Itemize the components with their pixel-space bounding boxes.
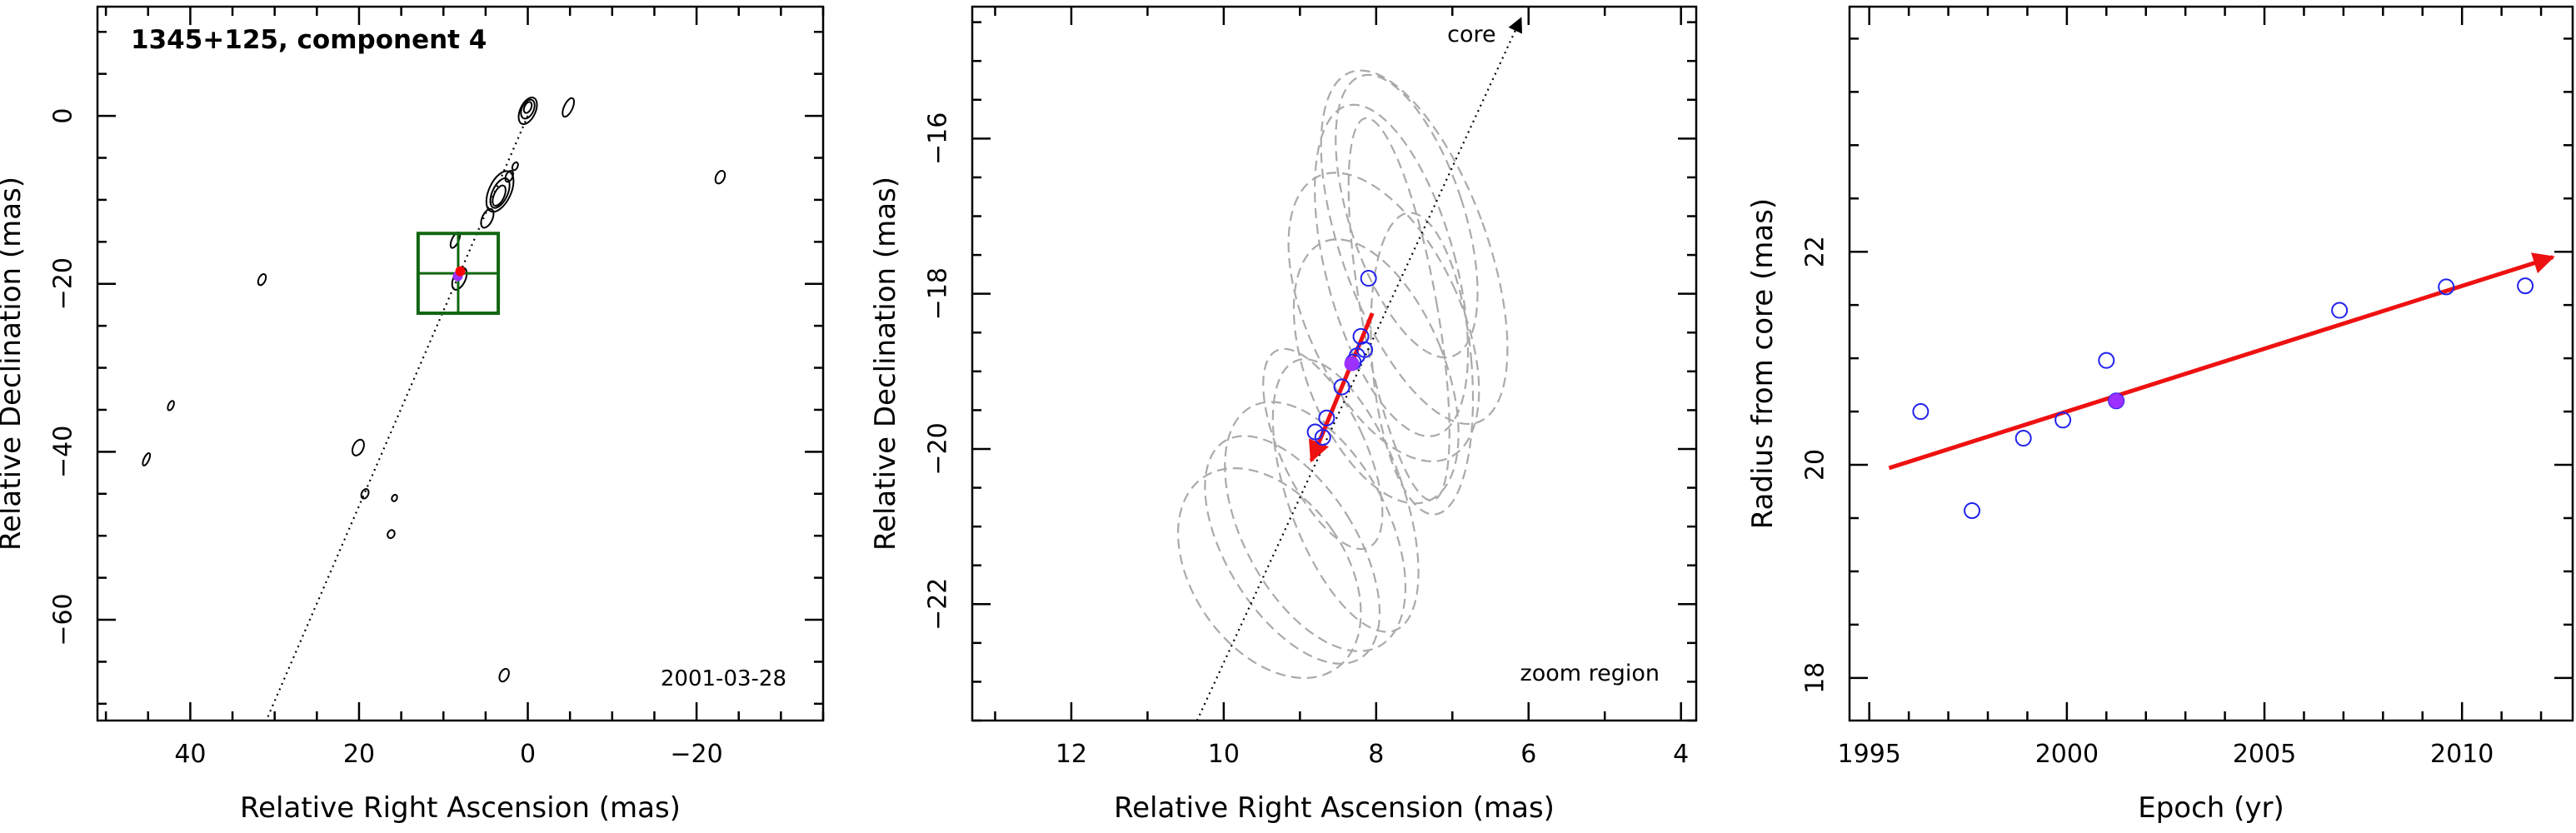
panel-1-title: 1345+125, component 4 <box>131 25 487 55</box>
radius-point <box>2014 430 2032 447</box>
core-direction-arrow <box>1196 17 1522 721</box>
y-axis-label: Relative Declination (mas) <box>869 177 902 551</box>
x-tick-label: 0 <box>520 740 536 769</box>
radius-point <box>1912 403 1930 421</box>
beam-ellipse <box>1370 212 1475 516</box>
contour-level <box>489 177 511 209</box>
y-tick-label: −60 <box>49 593 78 646</box>
x-axis-label: Epoch (yr) <box>2138 791 2284 825</box>
x-axis-label: Relative Right Ascension (mas) <box>240 791 681 825</box>
contour-level <box>714 170 726 185</box>
position-point <box>1360 270 1377 287</box>
contour-level <box>480 207 495 229</box>
y-axis-label: Radius from core (mas) <box>1746 198 1780 529</box>
highlighted-epoch-point <box>2109 393 2124 409</box>
beam-ellipse <box>1292 238 1460 505</box>
radius-point <box>1964 502 1981 520</box>
x-tick-label: 8 <box>1368 740 1384 769</box>
x-tick-label: 4 <box>1673 740 1689 769</box>
radius-point <box>2098 352 2115 369</box>
beam-ellipse <box>1224 401 1407 652</box>
y-tick-label: −20 <box>924 422 953 475</box>
contour-level <box>562 97 576 118</box>
position-point <box>1333 378 1350 396</box>
x-tick-label: 12 <box>1056 740 1087 769</box>
beam-ellipse <box>1204 435 1381 665</box>
radius-point <box>2438 278 2455 296</box>
y-tick-label: −18 <box>924 267 953 320</box>
contour-level <box>504 170 514 183</box>
contour-level <box>391 493 398 502</box>
beam-ellipse <box>1262 347 1384 551</box>
beam-ellipse <box>1320 69 1509 426</box>
position-point <box>1314 428 1331 446</box>
beam-ellipse <box>1176 466 1362 680</box>
y-tick-label: −22 <box>924 578 953 631</box>
core-label: core <box>1447 22 1495 47</box>
x-tick-label: 40 <box>174 740 206 769</box>
radius-point <box>2517 277 2534 295</box>
radius-point <box>2331 302 2349 319</box>
beam-ellipse <box>1347 117 1450 501</box>
component-marker <box>455 266 466 277</box>
contour-level <box>167 400 175 412</box>
contour-level <box>511 161 519 172</box>
contour-level <box>492 184 507 207</box>
fit-trend-arrow <box>1888 252 2555 471</box>
core-direction-line <box>265 115 529 721</box>
contour-level <box>520 98 536 120</box>
beam-ellipse <box>1335 73 1479 359</box>
panel-1-axes: 40 20 0 −20 0 −20 −40 −60 Relative Right Ascensi… <box>0 5 825 825</box>
contour-level <box>257 273 267 287</box>
x-tick-label: 2010 <box>2430 740 2494 769</box>
x-tick-label: 2000 <box>2035 740 2099 769</box>
plot-frame <box>96 5 825 722</box>
x-tick-label: −20 <box>670 740 722 769</box>
y-tick-label: −40 <box>49 426 78 478</box>
epoch-annotation: 2001-03-28 <box>661 666 786 691</box>
beam-ellipse <box>1271 358 1420 633</box>
panel-2-axes: 12 10 8 6 4 −16 −18 −20 −22 Relative Right Ascens… <box>869 5 1698 825</box>
contour-level <box>142 452 152 466</box>
zoom-region-label: zoom region <box>1520 661 1660 686</box>
radius-point <box>2054 412 2072 429</box>
x-tick-label: 1995 <box>1838 740 1901 769</box>
beam-ellipse <box>1314 103 1470 437</box>
contour-level <box>360 488 370 500</box>
y-tick-label: 22 <box>1801 236 1830 267</box>
contour-level <box>517 97 538 126</box>
y-tick-label: 0 <box>49 108 78 124</box>
contour-level <box>522 101 533 114</box>
x-tick-label: 2005 <box>2233 740 2296 769</box>
x-tick-label: 10 <box>1208 740 1240 769</box>
x-axis-label: Relative Right Ascension (mas) <box>1114 791 1555 825</box>
plot-frame <box>971 5 1698 722</box>
y-tick-label: −20 <box>49 257 78 310</box>
contour-level <box>351 438 365 456</box>
y-tick-label: −16 <box>924 112 953 165</box>
contour-level <box>387 529 396 540</box>
panel-1-content <box>142 97 726 721</box>
y-tick-label: 18 <box>1801 662 1830 694</box>
panel-2-content <box>1176 17 1522 721</box>
panel-3-content <box>1888 252 2555 520</box>
position-point <box>1318 409 1335 426</box>
plot-frame <box>1848 5 2574 722</box>
beam-ellipse <box>1287 172 1480 462</box>
x-tick-label: 20 <box>343 740 375 769</box>
x-tick-label: 6 <box>1520 740 1536 769</box>
contour-level <box>498 667 510 683</box>
y-axis-label: Relative Declination (mas) <box>0 177 27 551</box>
y-tick-label: 20 <box>1801 449 1830 481</box>
highlighted-epoch-point <box>1344 356 1360 372</box>
panel-3-axes: 1995 2000 2005 2010 18 20 22 Epoch (yr) Radius f… <box>1746 5 2574 825</box>
